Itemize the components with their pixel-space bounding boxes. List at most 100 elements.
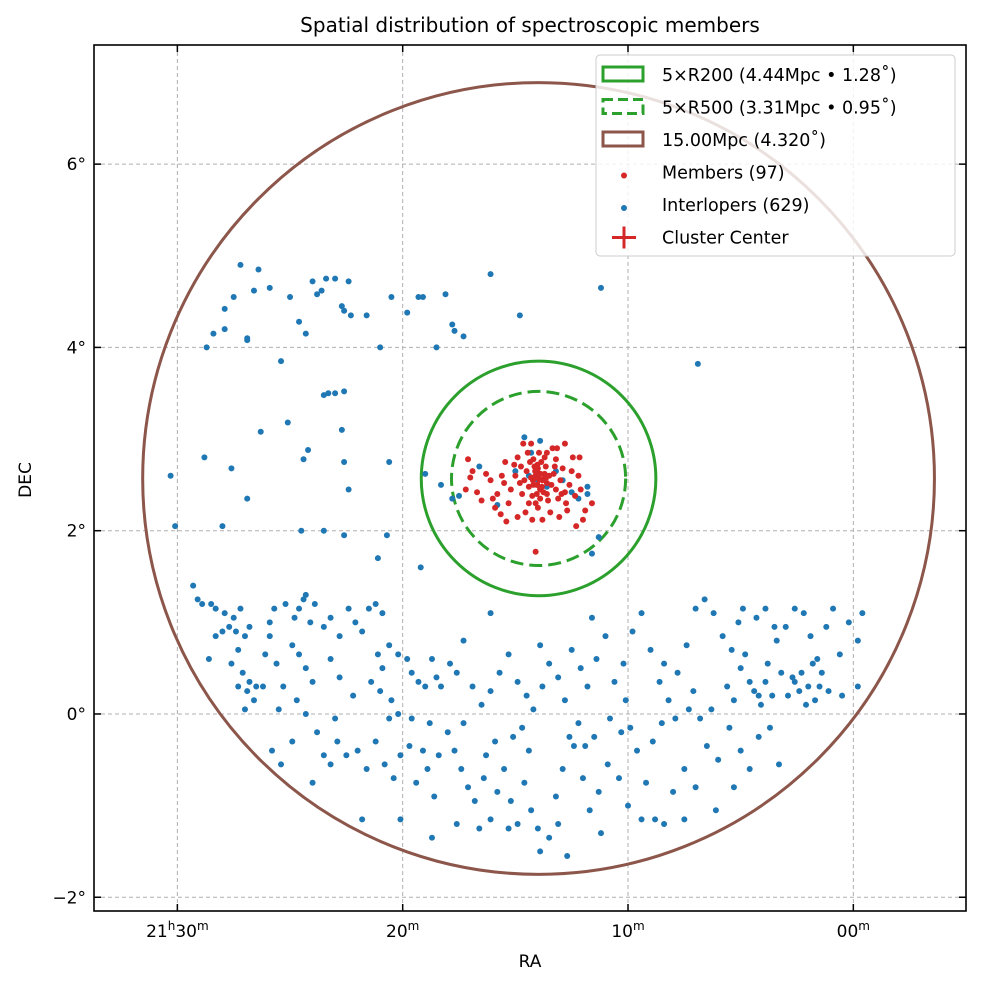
interloper-point: [336, 674, 343, 681]
interloper-point: [606, 715, 613, 722]
interloper-point: [597, 284, 604, 291]
member-point: [533, 491, 540, 498]
interloper-point: [460, 720, 467, 727]
interloper-point: [289, 642, 296, 649]
member-point: [557, 477, 564, 484]
interloper-point: [257, 428, 264, 435]
member-point: [525, 500, 532, 507]
member-point: [498, 472, 505, 479]
interloper-point: [478, 701, 485, 708]
member-point: [507, 486, 514, 493]
interloper-point: [437, 481, 444, 488]
member-point: [519, 491, 526, 498]
member-point: [497, 511, 504, 518]
interloper-point: [586, 807, 593, 814]
interloper-point: [379, 610, 386, 617]
interloper-point: [404, 309, 411, 316]
interloper-point: [379, 665, 386, 672]
interloper-point: [239, 669, 246, 676]
member-point: [462, 486, 469, 493]
interloper-point: [839, 692, 846, 699]
interloper-point: [555, 820, 562, 827]
interloper-point: [253, 683, 260, 690]
interloper-point: [652, 816, 659, 823]
interloper-point: [496, 669, 503, 676]
interloper-point: [408, 669, 415, 676]
plot-frame: [93, 44, 967, 912]
legend-label: Cluster Center: [662, 229, 789, 249]
interloper-point: [859, 610, 866, 617]
interloper-point: [354, 747, 361, 754]
circle-15mpc: [141, 81, 936, 876]
member-point: [530, 456, 537, 463]
interloper-point: [546, 660, 553, 667]
interloper-point: [201, 454, 208, 461]
interloper-point: [564, 853, 571, 860]
interloper-point: [579, 775, 586, 782]
interloper-point: [352, 619, 359, 626]
member-point: [517, 463, 524, 470]
cluster-center-marker: [528, 468, 549, 489]
interloper-point: [241, 633, 248, 640]
interloper-point: [296, 605, 303, 612]
member-point: [548, 481, 555, 488]
interloper-point: [753, 614, 760, 621]
interloper-point: [458, 765, 465, 772]
member-point: [532, 468, 539, 475]
interloper-point: [487, 816, 494, 823]
member-point: [516, 480, 523, 487]
member-point: [568, 468, 575, 475]
interloper-point: [386, 715, 393, 722]
interloper-point: [350, 692, 357, 699]
interloper-point: [683, 642, 690, 649]
interloper-point: [422, 470, 429, 477]
interloper-point: [825, 688, 832, 695]
interloper-point: [374, 651, 381, 658]
interloper-point: [314, 291, 321, 298]
interloper-point: [577, 665, 584, 672]
interloper-point: [325, 390, 332, 397]
member-point: [528, 440, 535, 447]
interloper-point: [791, 678, 798, 685]
interloper-point: [273, 660, 280, 667]
interloper-point: [314, 729, 321, 736]
interloper-point: [221, 610, 228, 617]
interloper-point: [764, 660, 771, 667]
interloper-point: [359, 816, 366, 823]
interloper-point: [584, 491, 591, 498]
interloper-point: [812, 697, 819, 704]
interloper-point: [584, 483, 591, 490]
interloper-point: [591, 733, 598, 740]
interloper-point: [194, 596, 201, 603]
interloper-point: [433, 674, 440, 681]
interloper-point: [694, 360, 701, 367]
interloper-point: [588, 614, 595, 621]
interloper-point: [460, 333, 467, 340]
interloper-point: [442, 291, 449, 298]
interloper-point: [710, 610, 717, 617]
member-point: [569, 454, 576, 461]
member-point: [514, 454, 521, 461]
x-tick-label: 20m: [386, 919, 419, 942]
interloper-point: [618, 729, 625, 736]
interloper-point: [762, 678, 769, 685]
interloper-point: [309, 278, 316, 285]
y-tick-label: 2°: [67, 522, 86, 542]
interloper-point: [428, 655, 435, 662]
interloper-point: [341, 458, 348, 465]
interloper-point: [383, 532, 390, 539]
member-point: [523, 468, 530, 475]
interloper-point: [230, 614, 237, 621]
interloper-point: [417, 564, 424, 571]
member-point: [534, 461, 541, 468]
interloper-point: [514, 678, 521, 685]
interloper-point: [854, 637, 861, 644]
member-point: [502, 458, 509, 465]
legend-label: 15.00Mpc (4.320˚): [662, 130, 826, 151]
interloper-point: [219, 628, 226, 635]
interloper-point: [246, 623, 253, 630]
member-point: [549, 445, 556, 452]
member-point: [538, 483, 545, 490]
interloper-point: [246, 678, 253, 685]
interloper-point: [289, 738, 296, 745]
